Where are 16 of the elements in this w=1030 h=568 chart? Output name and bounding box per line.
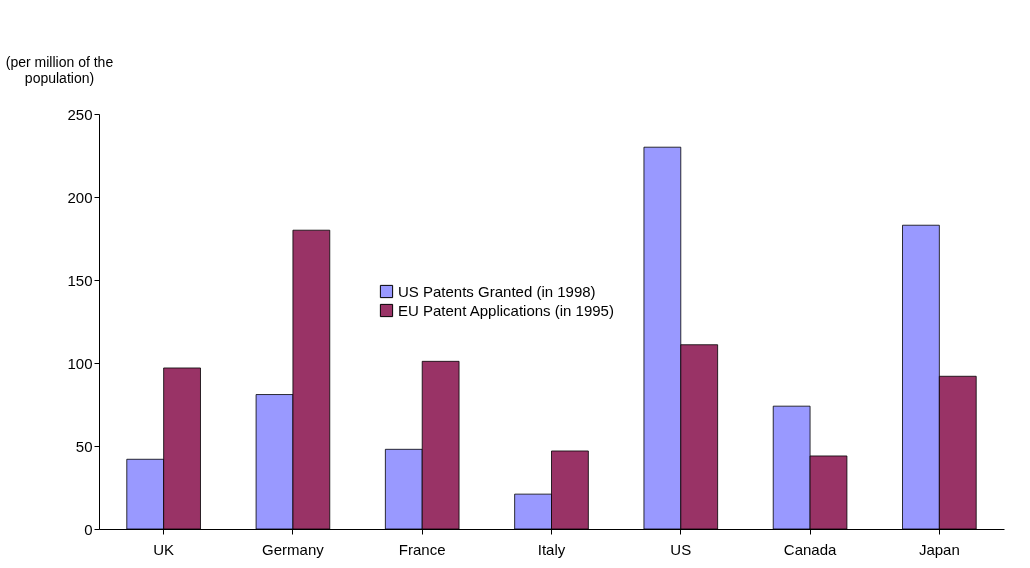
x-tick-label: Japan	[918, 540, 960, 558]
legend-label: US Patents Granted (in 1998)	[398, 282, 596, 300]
y-tick-label: 200	[67, 188, 93, 206]
x-tick-label: US	[670, 540, 692, 558]
x-tick-label: France	[398, 540, 446, 558]
x-tick-label: Canada	[783, 540, 837, 558]
x-tick-label: UK	[153, 540, 175, 558]
y-tick-label: 0	[84, 520, 93, 538]
x-tick-label: Italy	[537, 540, 566, 558]
y-tick-label: 50	[75, 437, 93, 455]
y-tick-label: 250	[67, 105, 93, 123]
legend-label: EU Patent Applications (in 1995)	[398, 301, 614, 319]
x-tick-label: Germany	[262, 540, 325, 558]
y-tick-label: 100	[67, 354, 93, 372]
y-axis-title: (per million of the population)	[5, 53, 114, 86]
y-tick-label: 150	[67, 271, 93, 289]
